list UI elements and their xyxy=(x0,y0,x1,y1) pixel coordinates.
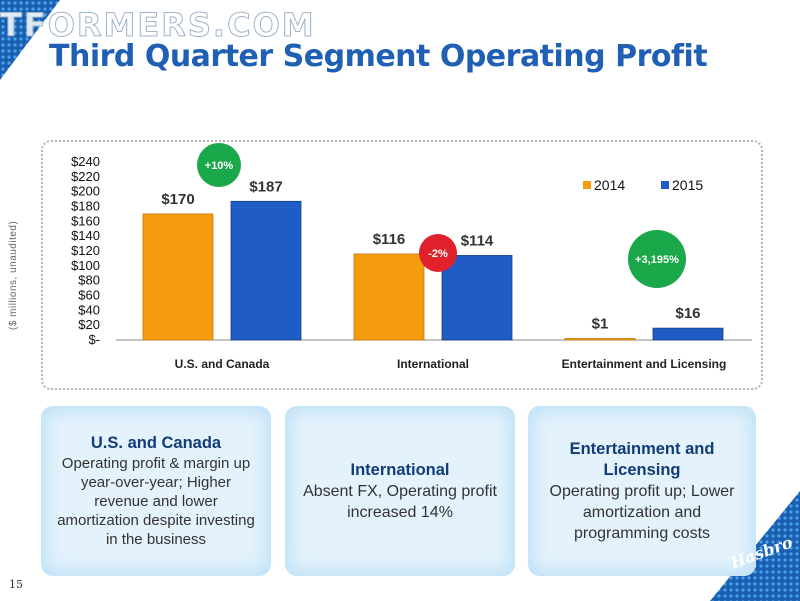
bar-chart: $-$20$40$60$80$100$120$140$160$180$200$2… xyxy=(71,143,752,371)
y-tick-label: $- xyxy=(88,332,100,347)
bar-2014 xyxy=(142,213,214,341)
data-label: $116 xyxy=(373,231,406,248)
y-tick-label: $220 xyxy=(71,169,100,184)
legend-label: 2015 xyxy=(672,177,703,193)
data-label: $170 xyxy=(161,191,194,208)
slide-number: 15 xyxy=(9,578,23,591)
data-label: $114 xyxy=(461,232,494,249)
category-label: U.S. and Canada xyxy=(175,357,270,371)
card-body: Absent FX, Operating profit increased 14… xyxy=(303,482,497,521)
legend-swatch-2014 xyxy=(583,181,591,189)
data-label: $187 xyxy=(249,178,282,195)
chart-frame xyxy=(41,140,763,390)
bar-2014 xyxy=(564,338,636,341)
change-badge-label: +10% xyxy=(205,160,234,172)
category-label: International xyxy=(397,357,469,371)
data-label: $16 xyxy=(675,305,700,322)
y-tick-label: $100 xyxy=(71,258,100,273)
card-title: Entertainment and Licensing xyxy=(569,439,715,479)
bar-2015 xyxy=(441,255,513,341)
card-entertainment-licensing: Entertainment and Licensing Operating pr… xyxy=(528,406,756,576)
card-body: Operating profit up; Lower amortization … xyxy=(549,482,735,542)
y-tick-label: $60 xyxy=(78,288,100,303)
legend: 2014 2015 xyxy=(583,177,703,193)
corner-pattern-top-left xyxy=(0,0,60,80)
y-tick-label: $200 xyxy=(71,184,100,199)
card-title: International xyxy=(350,460,450,479)
change-badge xyxy=(628,230,686,288)
y-tick-label: $160 xyxy=(71,213,100,228)
data-labels: $170 $187 $116 $114 $1 $16 xyxy=(161,178,700,332)
y-tick-label: $80 xyxy=(78,273,100,288)
change-badges: +10% -2% +3,195% xyxy=(197,143,686,288)
card-us-canada: U.S. and Canada Operating profit & margi… xyxy=(41,406,271,576)
y-tick-label: $40 xyxy=(78,302,100,317)
card-body: Operating profit & margin up year-over-y… xyxy=(57,455,255,548)
y-tick-label: $140 xyxy=(71,228,100,243)
watermark: TFORMERS.COM xyxy=(0,6,316,45)
bar-2015 xyxy=(652,327,724,341)
change-badge-label: +3,195% xyxy=(635,254,679,266)
category-label: Entertainment and Licensing xyxy=(562,357,727,371)
bar-2014 xyxy=(353,253,425,341)
bar-2015 xyxy=(230,200,302,341)
change-badge-label: -2% xyxy=(428,248,448,260)
y-tick-label: $240 xyxy=(71,154,100,169)
y-tick-label: $120 xyxy=(71,243,100,258)
change-badge xyxy=(419,234,457,272)
card-title: U.S. and Canada xyxy=(90,434,222,452)
y-axis-ticks: $-$20$40$60$80$100$120$140$160$180$200$2… xyxy=(71,154,100,347)
bars xyxy=(142,200,724,341)
y-tick-label: $20 xyxy=(78,317,100,332)
page-title: Third Quarter Segment Operating Profit xyxy=(49,39,708,74)
card-international: International Absent FX, Operating profi… xyxy=(285,406,515,576)
y-tick-label: $180 xyxy=(71,199,100,214)
data-label: $1 xyxy=(592,316,609,333)
change-badge xyxy=(197,143,241,187)
category-labels: U.S. and Canada International Entertainmen… xyxy=(175,357,727,371)
legend-swatch-2015 xyxy=(661,181,669,189)
legend-label: 2014 xyxy=(594,177,625,193)
